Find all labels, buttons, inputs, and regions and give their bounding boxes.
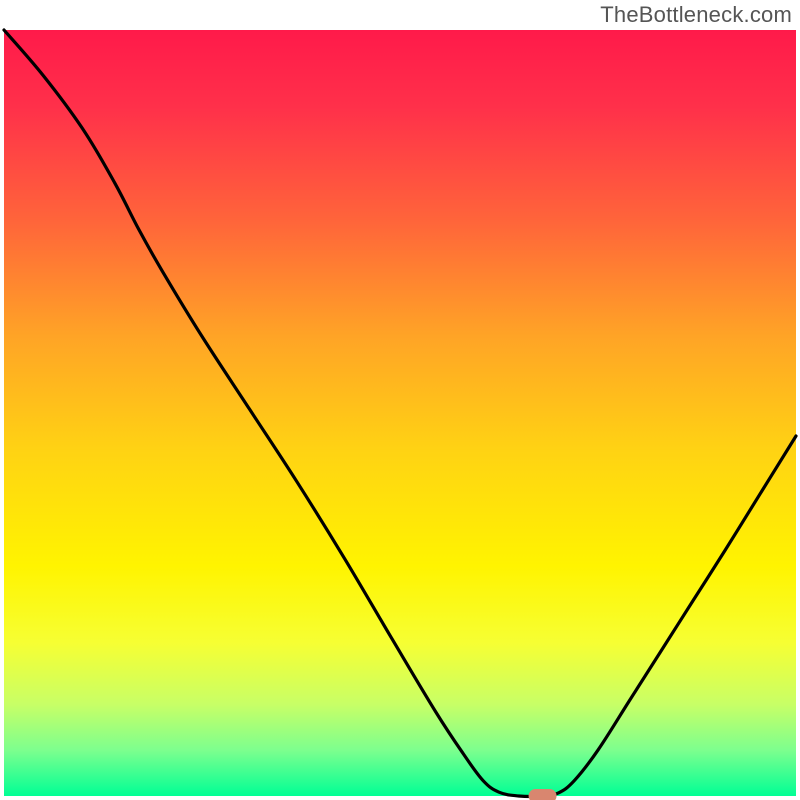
bottleneck-curve-plot xyxy=(0,0,800,800)
watermark-text: TheBottleneck.com xyxy=(600,2,792,28)
optimal-marker xyxy=(529,789,557,800)
gradient-background xyxy=(4,30,796,796)
chart-container: TheBottleneck.com xyxy=(0,0,800,800)
